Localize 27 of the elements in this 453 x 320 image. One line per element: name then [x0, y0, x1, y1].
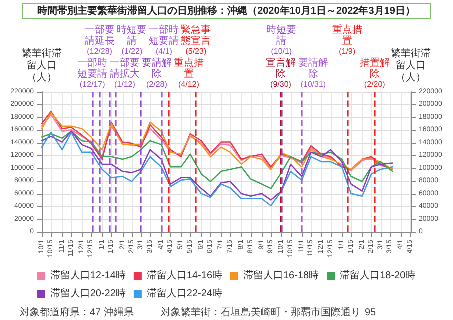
y-axis-title: 繁華街滞留人口（人）	[22, 48, 62, 84]
line-series	[41, 130, 394, 190]
legend-label: 滞留人口20-22時	[50, 288, 126, 300]
text: 95	[365, 308, 377, 318]
legend-label: 滞留人口18-20時	[340, 270, 416, 282]
ref-line-label: 重点措置(4/12)	[174, 57, 204, 89]
ref-line-label: 時短要請(10/1)	[266, 24, 297, 56]
ref-line-label: 宣言解除(9/30)	[266, 57, 296, 89]
legend-label: 滞留人口22-24時	[146, 288, 222, 300]
ref-line-label: 一部時短要請(12/17)	[78, 57, 108, 89]
ref-line-label: 一部時短要請(4/1)	[149, 24, 180, 56]
ref-line-label: 要請解除(10/31)	[298, 57, 328, 89]
text: 対象繁華街：石垣島美崎町・那覇市国際通り	[161, 306, 361, 318]
ref-line-label: 緊急事態宣言(5/23)	[180, 24, 212, 56]
y2-axis-title: 繁華街滞留人口（人）	[391, 48, 431, 84]
ref-line-label: 措置解除(2/20)	[360, 57, 390, 89]
ref-line-label: 要請解除(2/28)	[142, 57, 172, 89]
ref-line-label: 時短要請(1/22)	[117, 24, 148, 56]
title-frame: 時間帯別主要繁華街滞留人口の日別推移：沖縄（2020年10月1日～2022年3月19日）	[22, 3, 431, 19]
legend-label: 滞留人口12-14時	[50, 270, 126, 282]
ref-line-label: 一部要請拡大(1/12)	[110, 57, 140, 89]
chart-title: 時間帯別主要繁華街滞留人口の日別推移：沖縄（2020年10月1日～2022年3月19日）	[38, 4, 416, 18]
text: 対象都道府県：47 沖縄県	[20, 306, 134, 318]
legend-label: 滞留人口14-16時	[146, 270, 222, 282]
ref-line-label: 重点措置(1/9)	[332, 24, 362, 56]
legend-label: 滞留人口16-18時	[244, 270, 320, 282]
ref-line-label: 一部要請延長(12/28)	[84, 24, 115, 56]
